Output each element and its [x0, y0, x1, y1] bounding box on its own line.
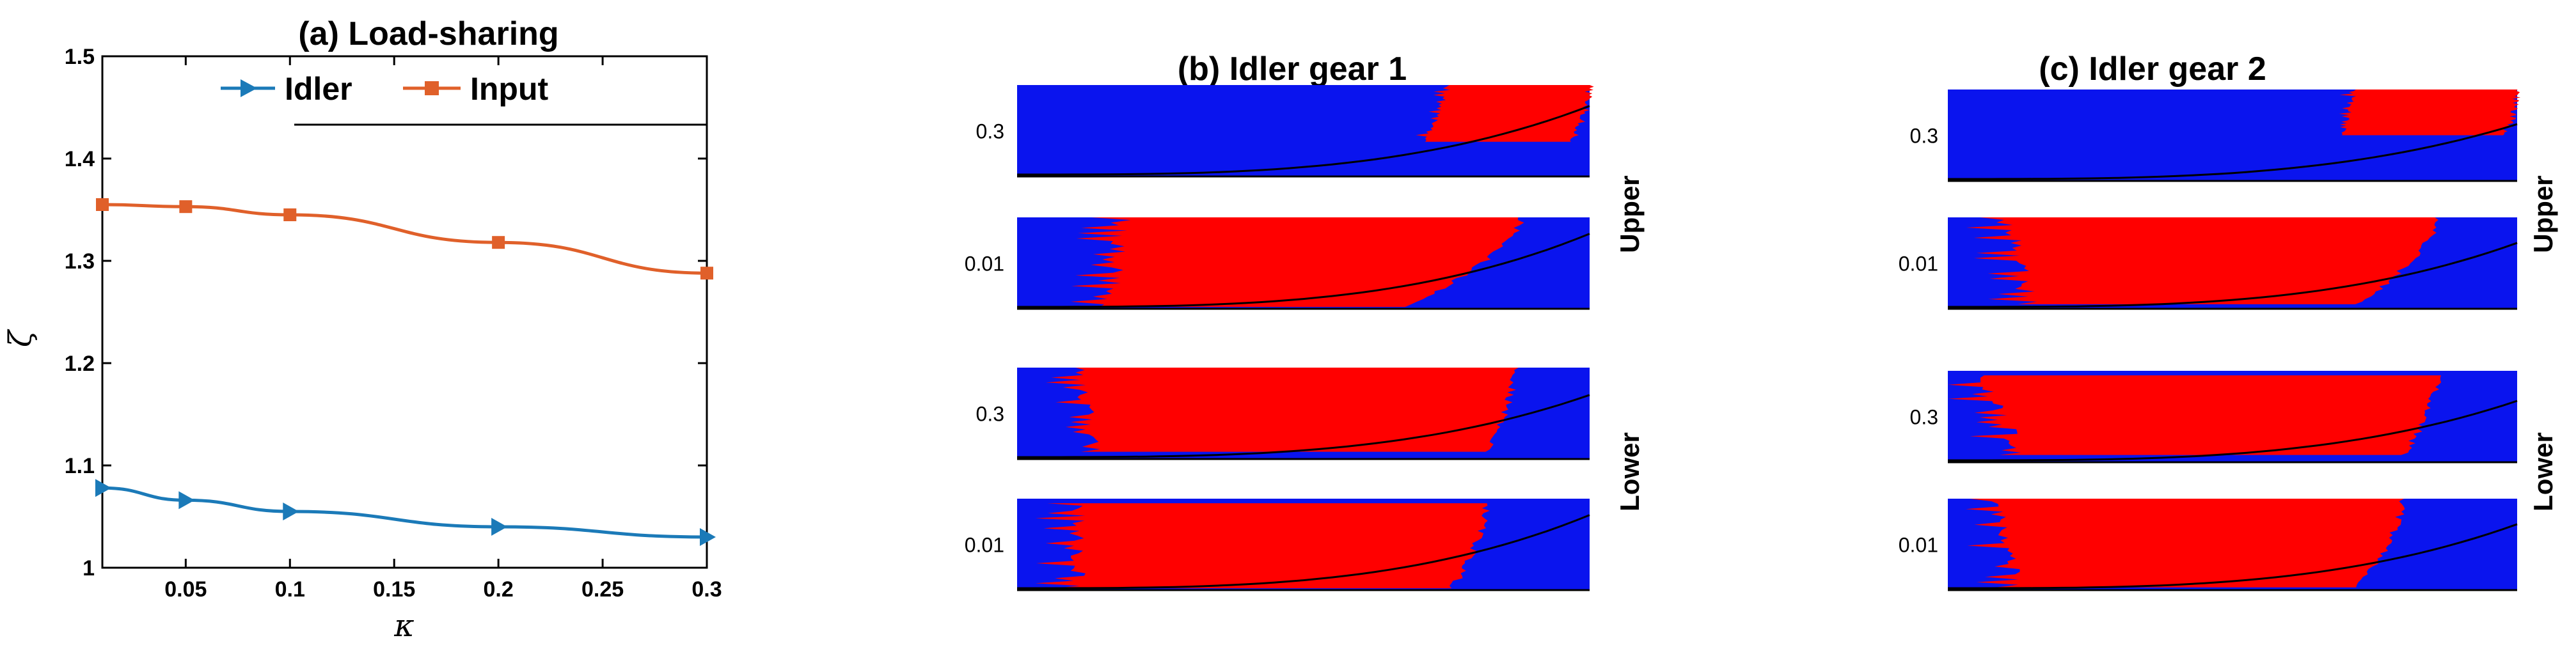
y-tick-label: 1.3: [65, 249, 95, 274]
chart-title-c: (c) Idler gear 2: [2039, 51, 2266, 88]
strip-tick-label: 0.01: [1899, 534, 1938, 557]
strip-tick-label: 0.01: [965, 534, 1004, 557]
heatmap-strips-b: 0.3 0.01 0.3 0.01: [965, 85, 1594, 591]
group-label-lower-c: Lower: [2528, 432, 2558, 511]
axis-ticks-a: 0.05 0.1 0.15 0.2 0.25 0.3 1 1.1 1.2 1.3 1.4 1.5: [65, 45, 722, 602]
red-region: [1966, 217, 2438, 304]
data-point-input: [96, 198, 109, 211]
series-line-input: [102, 203, 707, 275]
panel-load-sharing: (a) Load-sharing 0.05 0.1 0.15 0.2 0.25 0.3 1 1…: [3, 15, 722, 644]
heatmap-strips-c: 0.3 0.01 0.3 0.01: [1899, 90, 2521, 591]
plot-frame-a: [101, 55, 708, 569]
data-point-input: [179, 200, 193, 214]
boundary-curve: [1017, 514, 1590, 589]
boundary-curve: [1017, 394, 1590, 458]
y-tick-label: 1.2: [65, 352, 95, 376]
series-line-idler: [102, 486, 707, 539]
group-label-upper-b: Upper: [1615, 175, 1645, 253]
boundary-curve: [1017, 105, 1590, 176]
strip-tick-label: 0.01: [1899, 253, 1938, 276]
red-region: [1045, 368, 1519, 452]
data-point-input: [283, 208, 297, 221]
boundary-curve: [1948, 523, 2518, 589]
x-tick-label: 0.2: [484, 577, 514, 602]
red-region: [1948, 375, 2442, 455]
legend-label-input: Input: [470, 71, 549, 107]
data-point-idler: [283, 503, 299, 520]
data-point-input: [492, 236, 505, 249]
boundary-curve: [1948, 123, 2518, 180]
strip-tick-label: 0.3: [1910, 406, 1938, 429]
x-tick-label: 0.15: [373, 577, 415, 602]
data-point-idler: [95, 479, 111, 497]
red-region: [1966, 499, 2405, 588]
strip-tick-label: 0.01: [965, 253, 1004, 276]
strip-tick-label: 0.3: [976, 120, 1004, 143]
y-tick-label: 1.1: [65, 454, 95, 478]
x-tick-label: 0.3: [691, 577, 722, 602]
boundary-curve: [1948, 242, 2518, 308]
y-axis-label: ζ: [3, 329, 38, 347]
y-tick-label: 1: [83, 556, 95, 581]
boundary-curve: [1017, 233, 1590, 308]
panel-idler-gear-2: (c) Idler gear 2 0.3 0.01 0.3 0.01 Upper Lo…: [1899, 51, 2558, 591]
legend: Idler Input: [221, 71, 707, 126]
x-tick-label: 0.05: [164, 577, 207, 602]
data-point-idler: [700, 528, 716, 546]
data-point-input: [700, 267, 713, 280]
panel-idler-gear-1: (b) Idler gear 1 0.3 0.01 0.3 0.01 Upper Lo…: [965, 51, 1645, 591]
group-label-lower-b: Lower: [1615, 432, 1645, 511]
red-region: [1416, 85, 1594, 142]
legend-marker-idler: [241, 79, 257, 97]
red-region: [2339, 90, 2521, 136]
x-axis-label: κ: [393, 608, 414, 644]
legend-label-idler: Idler: [285, 71, 352, 107]
strip-tick-label: 0.3: [976, 403, 1004, 426]
y-tick-label: 1.4: [65, 147, 95, 171]
group-label-upper-c: Upper: [2528, 175, 2558, 253]
x-tick-label: 0.1: [275, 577, 305, 602]
red-region: [1035, 503, 1490, 589]
chart-title-a: (a) Load-sharing: [298, 15, 558, 52]
series-layer-a: [95, 198, 716, 546]
x-tick-label: 0.25: [581, 577, 624, 602]
y-tick-label: 1.5: [65, 45, 95, 69]
strip-tick-label: 0.3: [1910, 125, 1938, 148]
boundary-curve: [1948, 400, 2518, 462]
data-point-idler: [491, 518, 508, 536]
data-point-idler: [178, 491, 195, 510]
chart-title-b: (b) Idler gear 1: [1178, 51, 1407, 88]
legend-marker-input: [425, 81, 439, 95]
